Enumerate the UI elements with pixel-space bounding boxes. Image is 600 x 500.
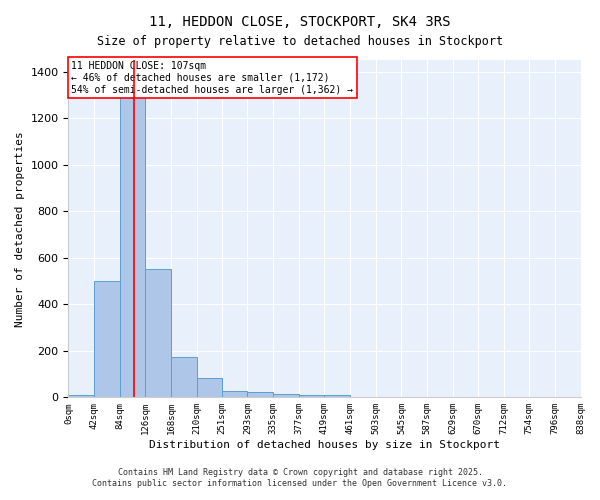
X-axis label: Distribution of detached houses by size in Stockport: Distribution of detached houses by size … [149, 440, 500, 450]
Text: 11 HEDDON CLOSE: 107sqm
← 46% of detached houses are smaller (1,172)
54% of semi: 11 HEDDON CLOSE: 107sqm ← 46% of detache… [71, 62, 353, 94]
Text: 11, HEDDON CLOSE, STOCKPORT, SK4 3RS: 11, HEDDON CLOSE, STOCKPORT, SK4 3RS [149, 15, 451, 29]
Bar [247, 392, 273, 398]
Bar [171, 356, 197, 398]
Y-axis label: Number of detached properties: Number of detached properties [15, 131, 25, 326]
Bar [120, 84, 145, 398]
Bar [222, 391, 247, 398]
Bar [273, 394, 299, 398]
Text: Size of property relative to detached houses in Stockport: Size of property relative to detached ho… [97, 35, 503, 48]
Bar [325, 395, 350, 398]
Text: Contains HM Land Registry data © Crown copyright and database right 2025.
Contai: Contains HM Land Registry data © Crown c… [92, 468, 508, 487]
Bar [94, 281, 120, 398]
Bar [197, 378, 222, 398]
Bar [68, 395, 94, 398]
Bar [145, 270, 171, 398]
Bar [299, 395, 325, 398]
